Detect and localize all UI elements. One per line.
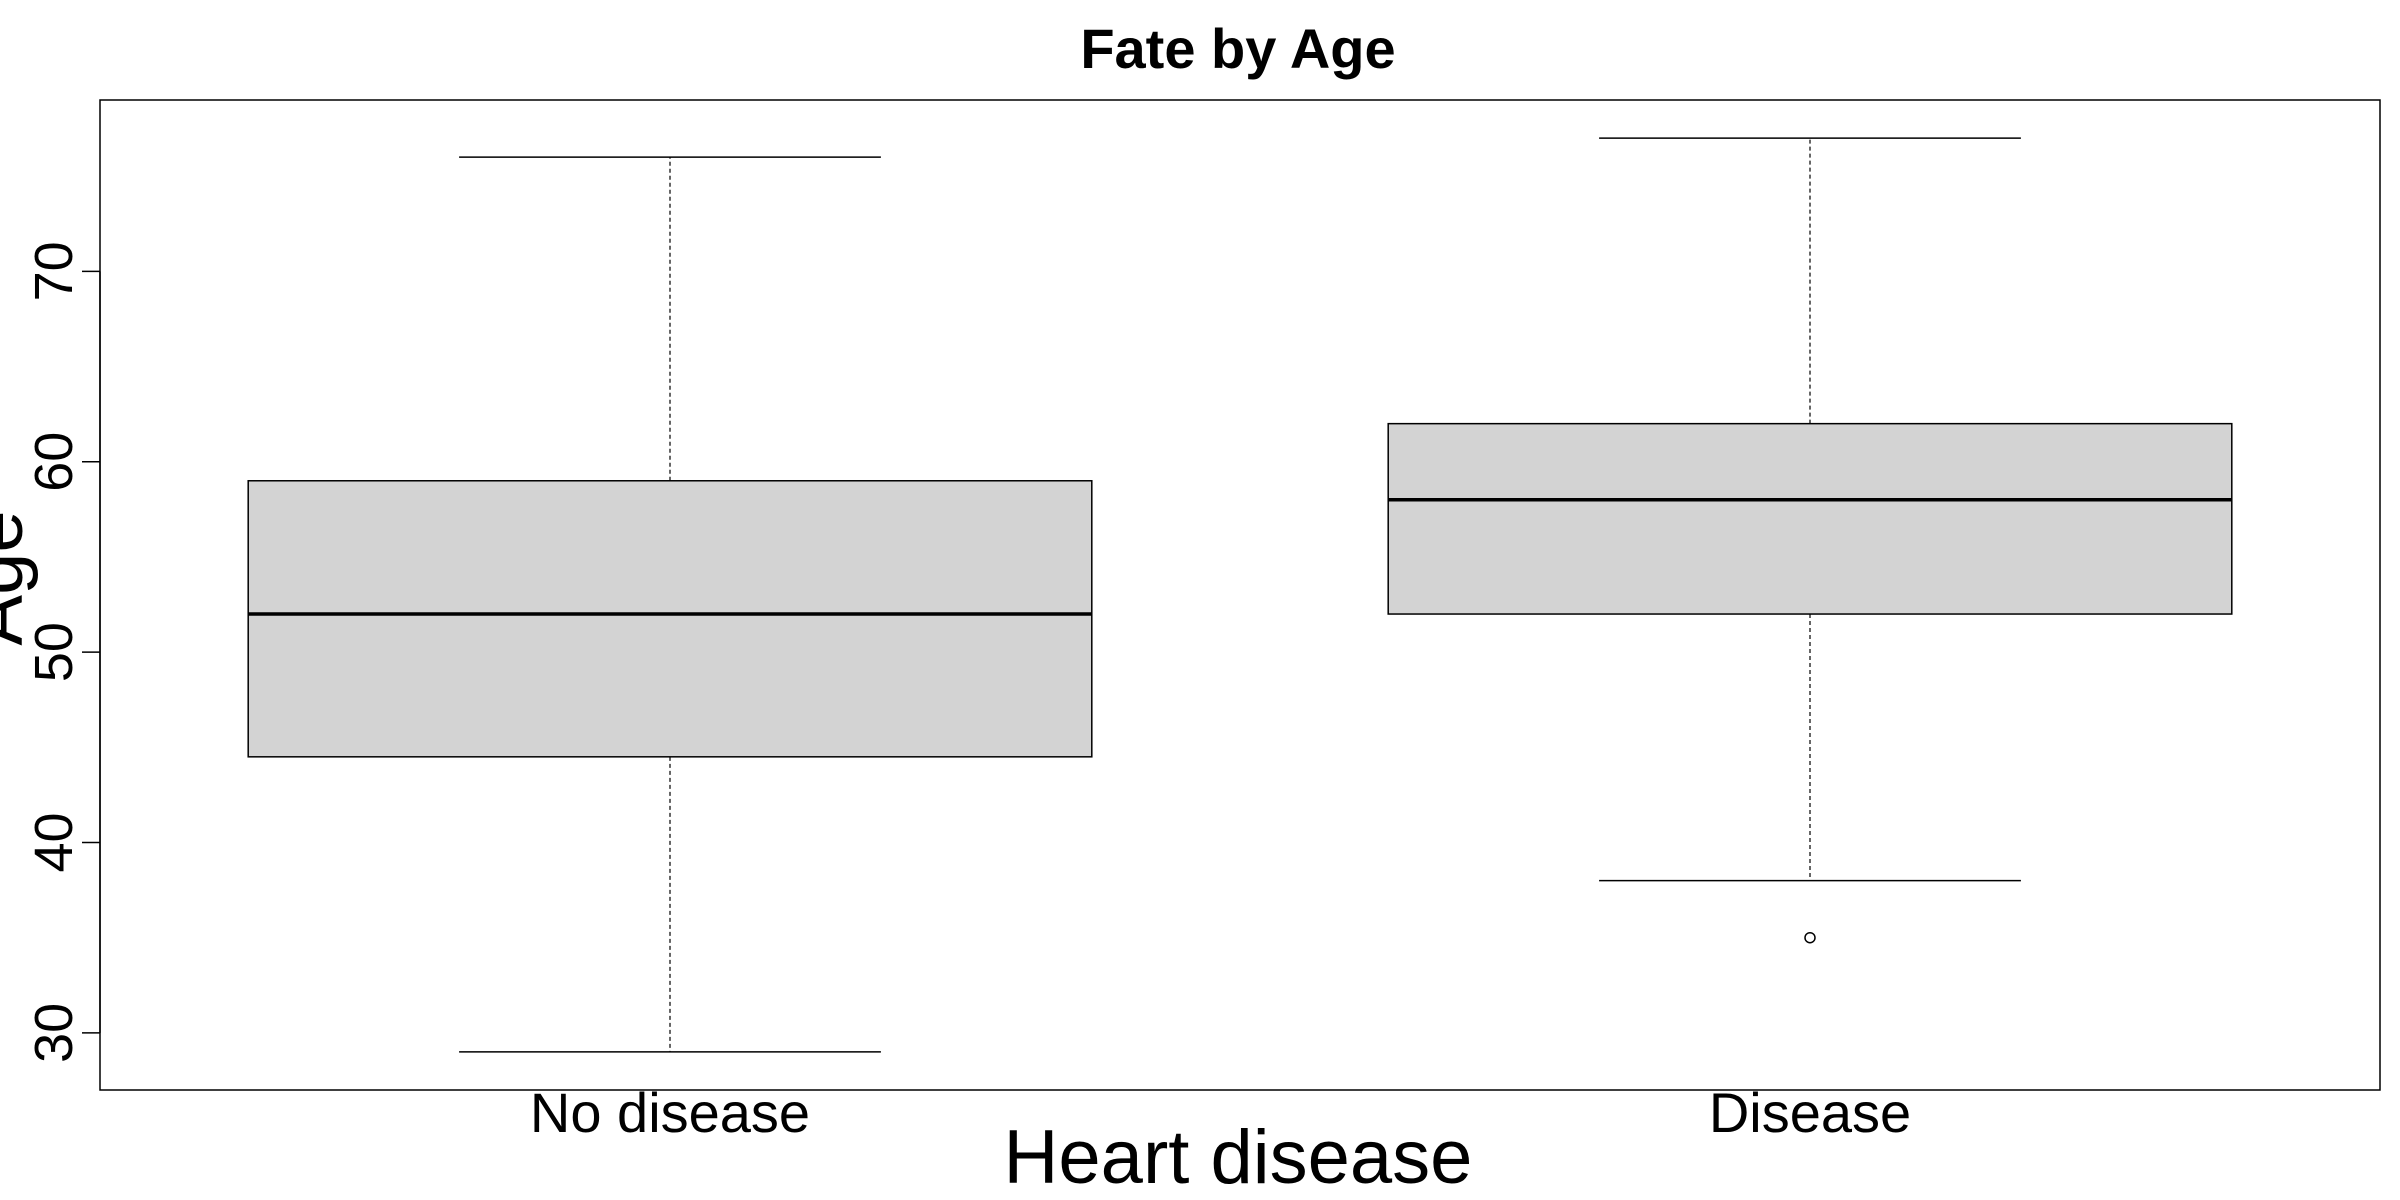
chart-title: Fate by Age <box>1080 17 1395 80</box>
iqr-box <box>247 480 1093 758</box>
box-series <box>247 137 2233 1053</box>
y-tick-label: 70 <box>24 241 84 301</box>
y-tick-label: 30 <box>24 1003 84 1063</box>
x-axis-title: Heart disease <box>1004 1115 1473 1200</box>
iqr-box <box>1387 422 2233 615</box>
x-tick-label: Disease <box>1709 1081 1911 1144</box>
y-tick-label: 60 <box>24 432 84 492</box>
y-tick-label: 40 <box>24 812 84 872</box>
x-axis-labels: No disease Disease <box>530 1081 1911 1144</box>
box-no-disease <box>247 156 1093 1053</box>
outlier-point <box>1804 931 1816 944</box>
y-axis: 30 40 50 60 70 <box>24 241 101 1063</box>
box-disease <box>1387 137 2233 944</box>
x-tick-label: No disease <box>530 1081 810 1144</box>
y-axis-title: Age <box>0 510 39 645</box>
y-tick-label: 50 <box>24 622 84 682</box>
